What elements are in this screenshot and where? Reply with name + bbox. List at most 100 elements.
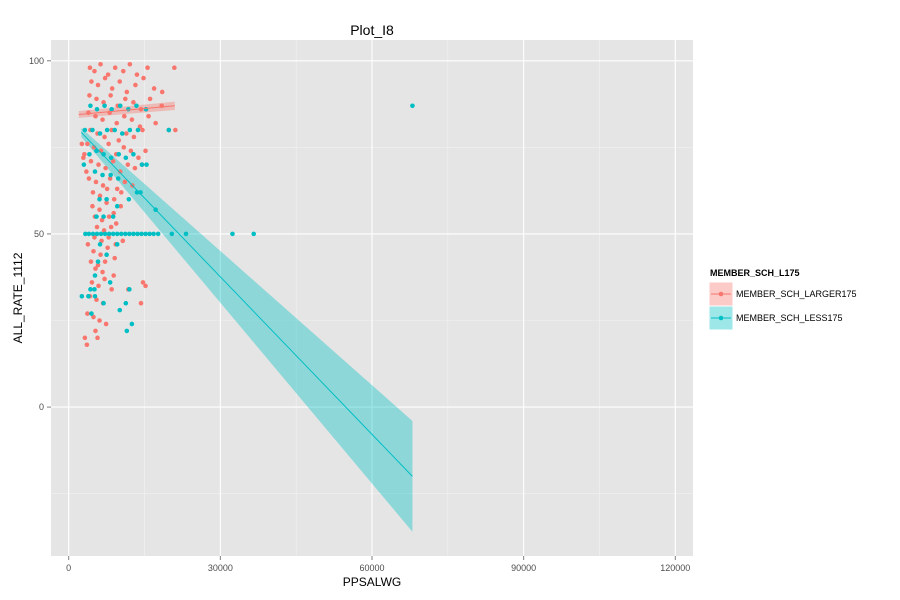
data-point [112,65,118,71]
data-point [173,127,178,133]
data-point [91,314,96,320]
data-point [114,231,120,237]
trend-line [78,105,175,115]
data-point [104,197,109,202]
data-point [106,235,111,240]
data-point [83,231,88,237]
data-point [153,120,158,126]
data-point [98,61,103,67]
data-point [111,273,116,278]
data-point [117,307,123,313]
data-point [105,245,110,251]
data-point [90,190,96,195]
data-point [106,141,111,147]
data-point [183,231,189,237]
data-point [98,231,104,237]
data-point [127,287,132,292]
data-point [143,106,149,112]
data-point [111,210,116,216]
data-point [101,228,107,233]
trend-lines [78,105,413,477]
data-point [90,231,96,237]
x-tick-label: 120000 [660,563,690,573]
data-point [138,190,143,195]
data-point [116,138,122,143]
y-tick-label: 0 [39,402,44,412]
data-point [86,231,92,237]
data-point [136,155,141,161]
data-point [121,113,127,119]
x-axis-ticks: 0 30000 60000 90000 120000 [66,556,690,573]
data-point [106,214,112,219]
data-point [151,231,156,237]
data-point [110,158,116,164]
data-point [82,151,87,157]
data-point [125,162,131,167]
data-point [169,231,175,237]
data-point [97,193,103,199]
data-point [410,103,415,109]
data-point [113,221,119,226]
data-point [100,172,105,178]
plot-title: Plot_I8 [350,22,394,38]
data-point [95,82,101,88]
data-point [122,179,128,185]
data-point [87,93,92,98]
data-point [159,89,165,95]
legend-label: MEMBER_SCH_LARGER175 [736,289,857,299]
data-point [151,86,157,91]
data-point [96,283,101,289]
data-point [108,155,114,161]
data-point [110,231,116,237]
data-point [94,297,99,303]
data-point [102,276,107,282]
data-point [104,186,110,192]
data-point [101,214,106,219]
data-point [114,120,120,126]
data-point [88,259,94,264]
data-point [101,300,106,306]
data-point [112,255,117,261]
data-point [102,231,108,237]
data-point [81,162,87,167]
data-point [85,242,91,247]
data-point [82,335,88,341]
data-point [230,231,235,237]
data-point [117,79,123,84]
data-point [107,176,113,181]
data-point [138,300,144,306]
data-point [133,82,138,88]
data-point [86,293,91,299]
data-point [131,100,136,105]
data-point [95,259,101,264]
data-point [143,283,148,289]
data-point [120,68,126,74]
data-point [93,179,99,185]
x-axis-title: PPSALWG [343,575,401,589]
data-point [102,259,108,264]
data-point [101,100,106,105]
data-point [91,248,96,254]
data-point [114,203,120,209]
data-point [144,162,149,167]
data-point [88,287,93,292]
data-point [93,328,98,334]
data-point [82,127,88,133]
data-point [117,169,123,174]
data-point [97,197,102,202]
data-point [102,103,107,109]
data-point [124,89,130,95]
data-point [97,318,102,323]
y-axis-ticks: 0 50 100 [29,56,51,412]
data-point [141,75,146,81]
data-point [104,200,109,206]
data-point [90,127,95,133]
data-point [94,214,99,219]
data-point [135,127,141,133]
data-point [126,197,132,202]
data-point [99,217,105,223]
data-point [139,162,145,167]
data-point [119,131,125,136]
data-point [93,266,98,271]
data-point [118,190,124,195]
